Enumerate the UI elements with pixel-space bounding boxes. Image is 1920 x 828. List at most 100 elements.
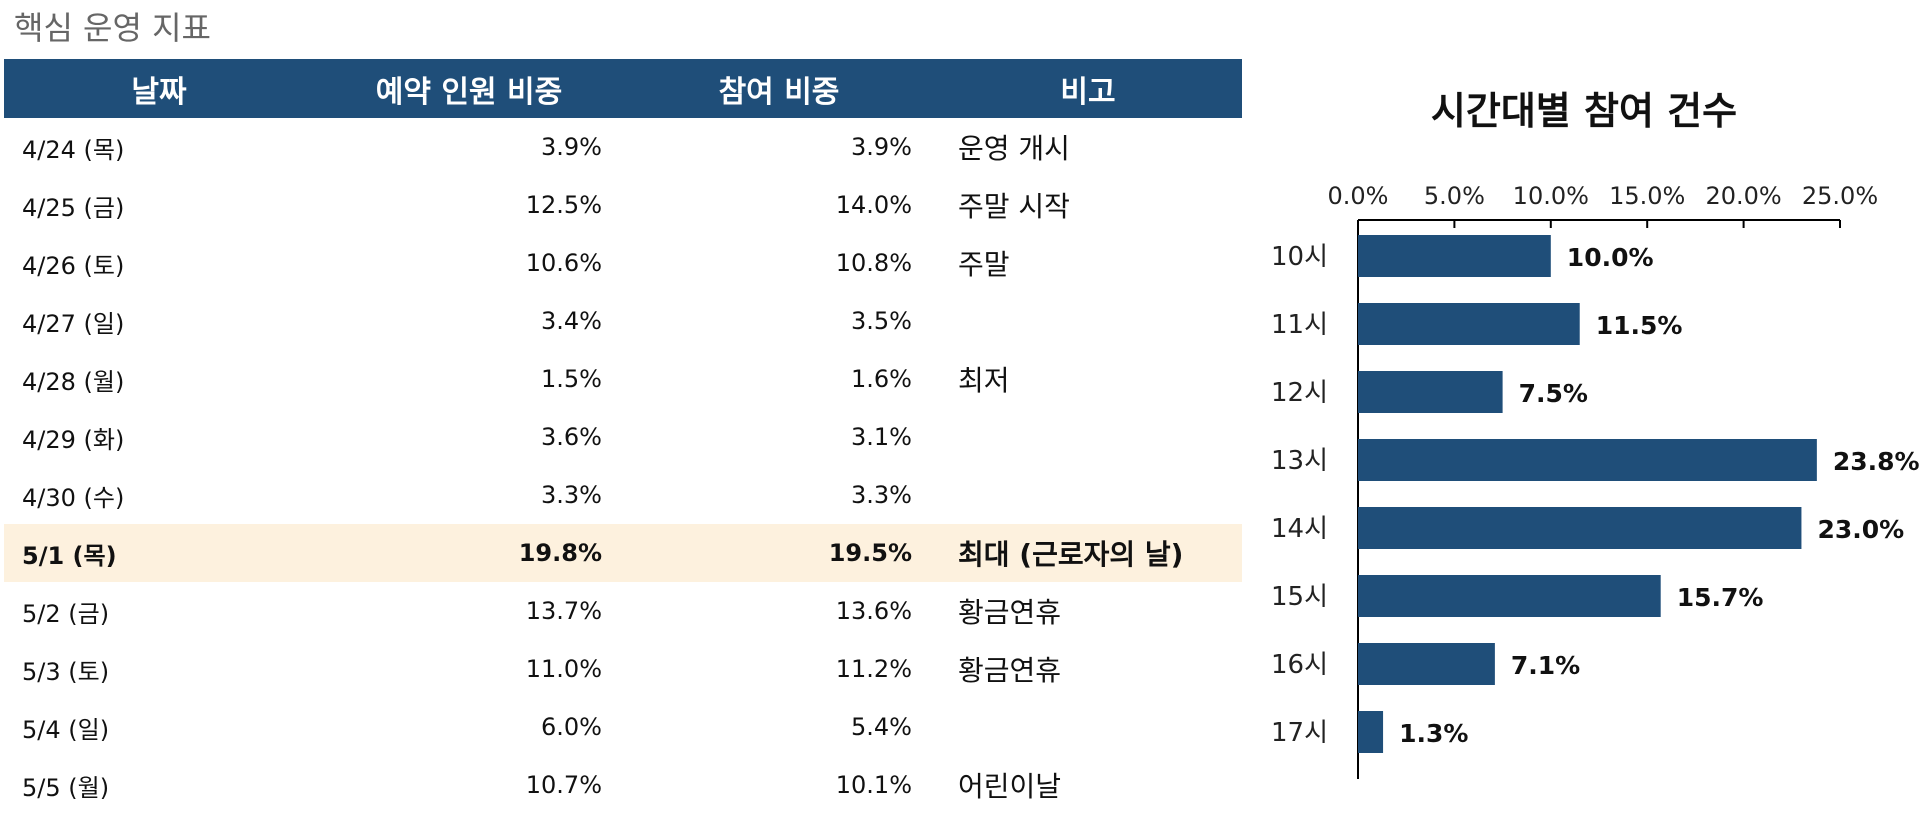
- cell-date: 4/30 (수): [22, 483, 125, 512]
- table-row: 4/30 (수) 3.3% 3.3%: [4, 466, 1242, 524]
- table-row: 4/29 (화) 3.6% 3.1%: [4, 408, 1242, 466]
- table-row: 4/27 (일) 3.4% 3.5%: [4, 292, 1242, 350]
- category-label: 10시: [1271, 242, 1328, 272]
- cell-participation-share: 3.5%: [851, 307, 912, 335]
- bar: [1358, 711, 1384, 753]
- table-row: 5/1 (목) 19.8% 19.5% 최대 (근로자의 날): [4, 524, 1242, 582]
- cell-note: 운영 개시: [958, 132, 1070, 165]
- x-tick-label: 25.0%: [1802, 182, 1878, 210]
- cell-participation-share: 11.2%: [835, 655, 912, 683]
- table-row: 4/28 (월) 1.5% 1.6% 최저: [4, 350, 1242, 408]
- page-title: 핵심 운영 지표: [14, 9, 211, 47]
- bar-value-label: 11.5%: [1596, 311, 1683, 340]
- bar-value-label: 23.8%: [1833, 447, 1920, 476]
- cell-date: 4/29 (화): [22, 425, 125, 454]
- table-row: 5/5 (월) 10.7% 10.1% 어린이날: [4, 756, 1242, 814]
- cell-participation-share: 3.9%: [851, 133, 912, 161]
- table-row: 5/2 (금) 13.7% 13.6% 황금연휴: [4, 582, 1242, 640]
- cell-participation-share: 13.6%: [835, 597, 912, 625]
- cell-participation-share: 19.5%: [624, 524, 934, 582]
- header-participation-share: 참여 비중: [624, 59, 934, 118]
- bar-value-label: 7.5%: [1519, 379, 1588, 408]
- chart-categories: 10시 11시 12시 13시 14시 15시 16시 17시: [1271, 242, 1328, 748]
- chart-value-labels: 10.0% 11.5% 7.5% 23.8% 23.0% 15.7% 7.1% 1.3%: [1399, 243, 1920, 748]
- cell-note: 최대 (근로자의 날): [934, 524, 1242, 582]
- bar-value-label: 10.0%: [1567, 243, 1654, 272]
- chart-title: 시간대별 참여 건수: [1431, 89, 1737, 133]
- bar-value-label: 7.1%: [1511, 651, 1580, 680]
- hourly-participation-chart: 시간대별 참여 건수 0.0% 5.0% 10.0% 15.0% 20.0% 25.0% …: [1248, 60, 1920, 820]
- bar: [1358, 235, 1551, 277]
- category-label: 16시: [1271, 650, 1328, 680]
- cell-note: [934, 408, 1242, 466]
- cell-booking-share: 6.0%: [541, 713, 602, 741]
- cell-participation-share: 10.1%: [835, 771, 912, 799]
- bar-value-label: 23.0%: [1817, 515, 1904, 544]
- cell-booking-share: 19.8%: [314, 524, 624, 582]
- chart-svg: 시간대별 참여 건수 0.0% 5.0% 10.0% 15.0% 20.0% 25.0% …: [1271, 89, 1920, 779]
- chart-bars: [1358, 235, 1817, 753]
- cell-note: 어린이날: [958, 770, 1062, 803]
- cell-participation-share: 3.1%: [851, 423, 912, 451]
- cell-date: 4/28 (월): [22, 367, 125, 396]
- x-tick-label: 5.0%: [1424, 182, 1485, 210]
- cell-booking-share: 10.7%: [525, 771, 602, 799]
- table-row: 5/4 (일) 6.0% 5.4%: [4, 698, 1242, 756]
- cell-participation-share: 5.4%: [851, 713, 912, 741]
- bar: [1358, 507, 1802, 549]
- cell-note: 황금연휴: [958, 596, 1062, 629]
- cell-date: 5/5 (월): [22, 773, 110, 802]
- bar: [1358, 371, 1503, 413]
- cell-participation-share: 10.8%: [835, 249, 912, 277]
- cell-date: 4/27 (일): [22, 309, 125, 338]
- header-date: 날짜: [4, 59, 314, 118]
- header-booking-share: 예약 인원 비중: [314, 59, 624, 118]
- category-label: 11시: [1271, 310, 1328, 340]
- cell-note: [934, 698, 1242, 756]
- cell-booking-share: 3.9%: [541, 133, 602, 161]
- bar-value-label: 1.3%: [1399, 719, 1468, 748]
- cell-note: [934, 292, 1242, 350]
- table-row: 5/3 (토) 11.0% 11.2% 황금연휴: [4, 640, 1242, 698]
- category-label: 17시: [1271, 718, 1328, 748]
- x-tick-label: 0.0%: [1328, 182, 1389, 210]
- table-row: 4/24 (목) 3.9% 3.9% 운영 개시: [4, 118, 1242, 176]
- cell-note: 주말 시작: [958, 190, 1070, 223]
- table-row: 4/25 (금) 12.5% 14.0% 주말 시작: [4, 176, 1242, 234]
- cell-date: 5/3 (토): [22, 657, 110, 686]
- cell-booking-share: 10.6%: [525, 249, 602, 277]
- cell-booking-share: 3.3%: [541, 481, 602, 509]
- x-tick-label: 15.0%: [1609, 182, 1685, 210]
- category-label: 12시: [1271, 378, 1328, 408]
- cell-participation-share: 14.0%: [835, 191, 912, 219]
- cell-booking-share: 3.4%: [541, 307, 602, 335]
- cell-date: 4/25 (금): [22, 193, 125, 222]
- table-header-row: 날짜 예약 인원 비중 참여 비중 비고: [4, 59, 1242, 118]
- cell-date: 5/2 (금): [22, 599, 110, 628]
- header-note: 비고: [934, 59, 1242, 118]
- x-tick-label: 20.0%: [1705, 182, 1781, 210]
- category-label: 14시: [1271, 514, 1328, 544]
- cell-booking-share: 12.5%: [525, 191, 602, 219]
- cell-note: 주말: [958, 248, 1010, 281]
- cell-booking-share: 3.6%: [541, 423, 602, 451]
- cell-date: 4/24 (목): [22, 135, 125, 164]
- cell-date: 5/1 (목): [4, 524, 314, 582]
- cell-note: 황금연휴: [958, 654, 1062, 687]
- category-label: 15시: [1271, 582, 1328, 612]
- cell-date: 5/4 (일): [22, 715, 110, 744]
- cell-booking-share: 13.7%: [525, 597, 602, 625]
- chart-x-ticks: 0.0% 5.0% 10.0% 15.0% 20.0% 25.0%: [1328, 182, 1878, 228]
- cell-participation-share: 1.6%: [851, 365, 912, 393]
- cell-booking-share: 1.5%: [541, 365, 602, 393]
- cell-booking-share: 11.0%: [525, 655, 602, 683]
- table-row: 4/26 (토) 10.6% 10.8% 주말: [4, 234, 1242, 292]
- bar: [1358, 303, 1580, 345]
- bar: [1358, 439, 1817, 481]
- cell-participation-share: 3.3%: [851, 481, 912, 509]
- bar: [1358, 575, 1661, 617]
- cell-date: 4/26 (토): [22, 251, 125, 280]
- cell-note: [934, 466, 1242, 524]
- x-tick-label: 10.0%: [1513, 182, 1589, 210]
- metrics-table-container: 날짜 예약 인원 비중 참여 비중 비고 4/24 (목) 3.9% 3.9% 운영 …: [4, 59, 1242, 814]
